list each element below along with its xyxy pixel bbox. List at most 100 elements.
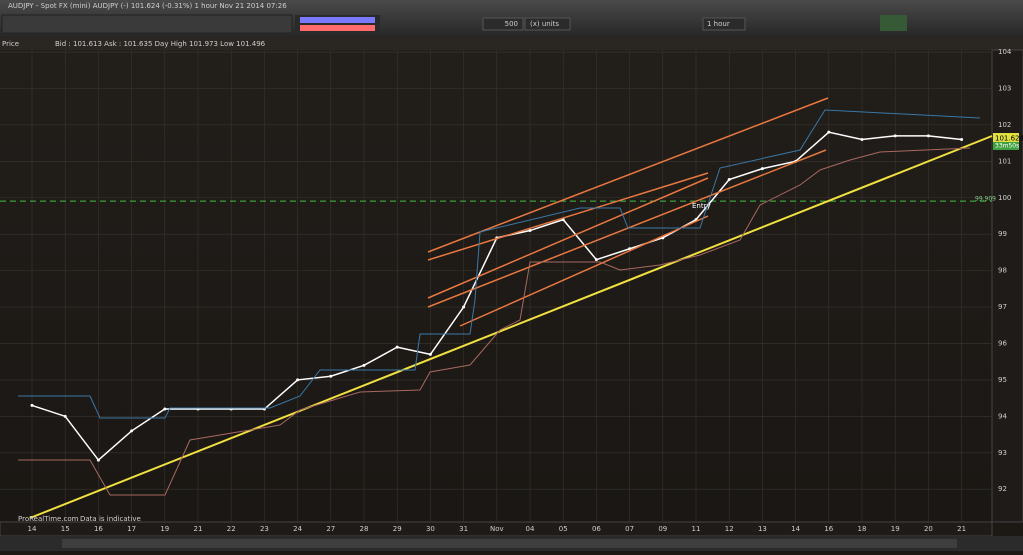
palette-row (300, 25, 375, 31)
x-tick-label: 09 (658, 525, 667, 533)
price-point (362, 363, 366, 367)
x-tick-label: 21 (957, 525, 966, 533)
x-tick-label: 13 (758, 525, 767, 533)
trend-line (29, 135, 993, 519)
y-tick-label: 98 (998, 267, 1007, 275)
price-point (130, 429, 134, 433)
x-tick-label: 14 (28, 525, 37, 533)
y-tick-label: 102 (998, 121, 1011, 129)
price-point (727, 178, 731, 182)
price-label: Price (2, 40, 19, 48)
timeframe-select[interactable] (702, 17, 746, 31)
y-tick-label: 92 (998, 485, 1007, 493)
x-tick-label: 06 (592, 525, 601, 533)
x-tick-label: 28 (360, 525, 369, 533)
plot (0, 50, 992, 522)
x-tick-label: 19 (891, 525, 900, 533)
chart-button[interactable] (880, 15, 907, 31)
x-tick-label: 05 (559, 525, 568, 533)
window-title: AUDJPY - Spot FX (mini) AUDJPY (-) 101.6… (8, 2, 287, 10)
drawing-tools[interactable] (1, 14, 293, 34)
last-price: 101.624 (995, 135, 1023, 143)
stop-line (18, 109, 981, 419)
price-bar (0, 38, 1023, 50)
y-tick-label: 103 (998, 84, 1011, 92)
price-point (893, 134, 897, 138)
countdown-box (993, 142, 1019, 150)
y-axis (991, 49, 1023, 523)
x-tick-label: 15 (61, 525, 70, 533)
x-tick-label: 04 (526, 525, 535, 533)
y-tick-label: 93 (998, 449, 1007, 457)
y-tick-label: 100 (998, 194, 1011, 202)
x-tick-label: 19 (160, 525, 169, 533)
x-tick-label: 30 (426, 525, 435, 533)
note: Data is indicative (80, 515, 141, 523)
x-tick-label: 17 (127, 525, 136, 533)
y-tick-label: 94 (998, 412, 1007, 420)
level-label: 99.909 (975, 196, 996, 203)
price-point (296, 378, 300, 382)
channel-line (427, 149, 827, 308)
channel-line (427, 172, 709, 261)
quantity-input[interactable] (482, 17, 524, 31)
price-point (30, 403, 34, 407)
tool-buttons (1, 14, 907, 34)
price-point (827, 130, 831, 134)
price-point (428, 352, 432, 356)
price-point (960, 137, 964, 141)
price-point (329, 374, 333, 378)
channel-line (459, 215, 709, 327)
annotation: Entry (692, 202, 711, 210)
y-tick-label: 101 (998, 157, 1011, 165)
x-tick-label: 29 (393, 525, 402, 533)
channel-line (427, 177, 709, 299)
price-point (628, 247, 632, 251)
price-point (96, 458, 100, 462)
timeframe: 1 hour (707, 20, 730, 28)
scroll-thumb[interactable] (62, 539, 957, 548)
units: (x) units (530, 20, 559, 28)
x-tick-label: 21 (194, 525, 203, 533)
x-tick-label: 07 (625, 525, 634, 533)
price-point (926, 134, 930, 138)
units-select[interactable] (524, 17, 571, 31)
x-tick-label: 20 (924, 525, 933, 533)
quantity: 500 (505, 20, 518, 28)
x-tick-label: 27 (326, 525, 335, 533)
price-point (860, 137, 864, 141)
x-tick-label: 14 (791, 525, 800, 533)
plot-area (0, 50, 992, 522)
x-tick-label: 23 (260, 525, 269, 533)
channel-line (427, 97, 829, 253)
y-tick-label: 96 (998, 339, 1007, 347)
palette-row (300, 17, 375, 23)
x-tick-label: 18 (858, 525, 867, 533)
price-point (63, 414, 67, 418)
countdown: 33m50s (995, 143, 1019, 150)
y-tick-label: 104 (998, 48, 1012, 56)
x-tick-label: 12 (725, 525, 734, 533)
last-price-box (993, 133, 1019, 142)
x-tick-label: 11 (692, 525, 701, 533)
x-tick-label: Nov (490, 525, 504, 533)
quote: Bid : 101.613 Ask : 101.635 Day High 101… (55, 40, 266, 48)
price-point (760, 167, 764, 171)
price-point (395, 345, 399, 349)
x-tick-label: 24 (293, 525, 302, 533)
x-tick-label: 22 (227, 525, 236, 533)
price-point (528, 229, 532, 233)
price-point (163, 407, 167, 411)
y-tick-label: 97 (998, 303, 1007, 311)
y-tick-label: 95 (998, 376, 1007, 384)
y-tick-label: 99 (998, 230, 1007, 238)
stop-line (18, 147, 971, 496)
x-tick-label: 31 (459, 525, 468, 533)
drawings (18, 97, 993, 519)
x-tick-label: 16 (94, 525, 103, 533)
price-point (462, 305, 466, 309)
price-point (594, 258, 598, 262)
source: ProRealTime.com (18, 515, 79, 523)
x-tick-label: 16 (824, 525, 833, 533)
